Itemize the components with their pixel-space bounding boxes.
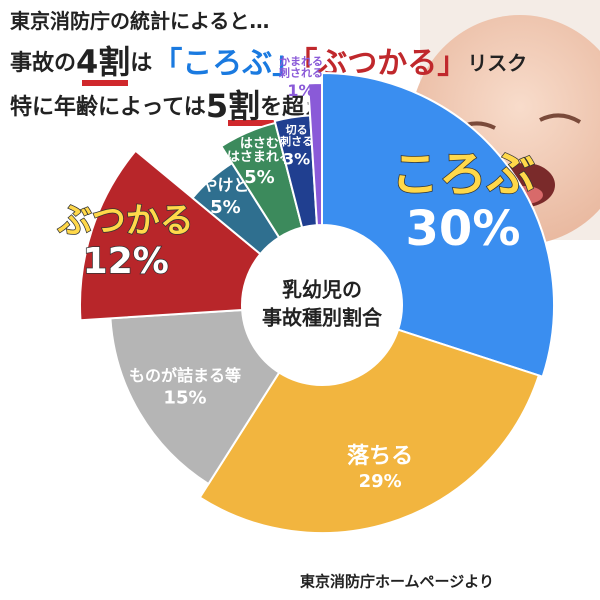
value-label: 29% (359, 471, 402, 492)
slice-label: 刺される (278, 65, 323, 79)
headline-text: 特に年齢によっては (10, 94, 206, 120)
headline-text: は (130, 51, 152, 76)
slice-label: ぶつかる (57, 201, 194, 241)
slice-label: ものが詰まる等 (129, 366, 241, 385)
value-label: 15% (163, 387, 206, 408)
value-label: 5% (244, 167, 275, 188)
slice-label: やけど (201, 176, 249, 195)
slice (198, 328, 541, 534)
value-label: 1% (287, 81, 314, 100)
headline-emphasis: 4割 (76, 43, 130, 81)
headline-emphasis: 「ころぶ」 (152, 46, 302, 81)
value-label: 30% (406, 201, 521, 257)
headline-text: 東京消防庁の統計によると… (10, 9, 269, 33)
underline (228, 120, 274, 126)
slice (109, 308, 281, 486)
slice-label: はさむ (240, 137, 279, 152)
slice (307, 81, 323, 227)
slice (79, 149, 262, 322)
headline-text: 事故の (10, 50, 76, 76)
donut-hole (243, 226, 401, 384)
center-label: 乳幼児の (282, 278, 362, 302)
source: 東京消防庁ホームページより (300, 573, 494, 591)
headline-line: 事故の4割は「ころぶ」「ぶつかる」リスク (10, 43, 527, 81)
value-label: 3% (283, 150, 310, 169)
center-label: 事故種別割合 (262, 306, 383, 330)
value-label: 5% (210, 197, 241, 218)
slice-label: 切る (286, 123, 308, 136)
slice-label: ころぶ (391, 146, 535, 202)
slice (321, 71, 555, 378)
slice-label: はさまれる (227, 150, 292, 165)
underline (82, 80, 128, 86)
headline-text: リスク (467, 51, 527, 75)
slice-label: 落ちる (347, 444, 413, 469)
headline: 東京消防庁の統計によると… 事故の4割は「ころぶ」「ぶつかる」リスク 特に年齢に… (10, 9, 527, 126)
value-label: 12% (83, 241, 169, 282)
slice-label: 刺さる (279, 134, 313, 148)
headline-emphasis: 5割 (206, 87, 260, 125)
donut: ころぶ30%落ちる29%ものが詰まる等15%ぶつかる12%やけど5%はさむはさま… (56, 55, 555, 534)
headline-line: 東京消防庁の統計によると… (10, 9, 269, 33)
slice-label: かまれる (279, 55, 323, 68)
